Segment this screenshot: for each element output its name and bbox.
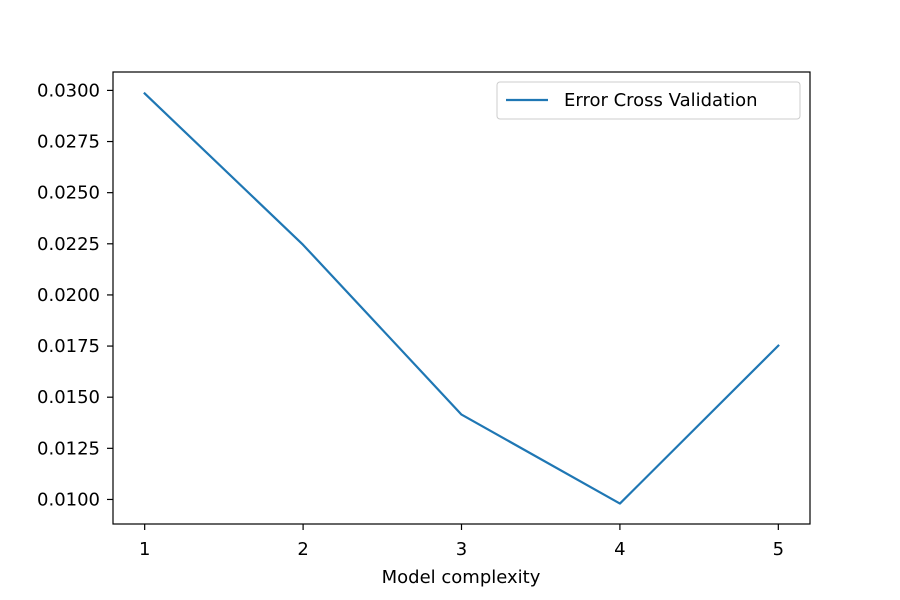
- series-line-error-cross-validation: [143, 91, 780, 505]
- y-axis-ticks: 0.0100 0.0125 0.0150 0.0175 0.0200 0.0225 0.02…: [37, 80, 113, 510]
- x-tick-label: 4: [614, 539, 625, 560]
- x-axis-ticks: 1 2 3 4 5: [139, 524, 784, 560]
- y-tick-label: 0.0175: [37, 336, 100, 357]
- plot-area-frame: [112, 71, 811, 525]
- y-tick-label: 0.0100: [37, 489, 100, 510]
- legend-box: [496, 81, 801, 120]
- y-tick-label: 0.0300: [37, 80, 100, 101]
- legend-label-error-cross-validation: Error Cross Validation: [564, 90, 758, 111]
- x-tick-label: 2: [297, 539, 308, 560]
- y-tick-label: 0.0200: [37, 285, 100, 306]
- legend: Error Cross Validation: [496, 81, 801, 120]
- x-tick-label: 3: [456, 539, 467, 560]
- x-axis-label: Model complexity: [382, 567, 541, 588]
- x-tick-label: 1: [139, 539, 150, 560]
- y-tick-label: 0.0250: [37, 183, 100, 204]
- plot-layer: [143, 91, 780, 505]
- y-tick-label: 0.0125: [37, 438, 100, 459]
- y-tick-label: 0.0275: [37, 132, 100, 153]
- y-tick-label: 0.0150: [37, 387, 100, 408]
- x-tick-label: 5: [773, 539, 784, 560]
- y-tick-label: 0.0225: [37, 234, 100, 255]
